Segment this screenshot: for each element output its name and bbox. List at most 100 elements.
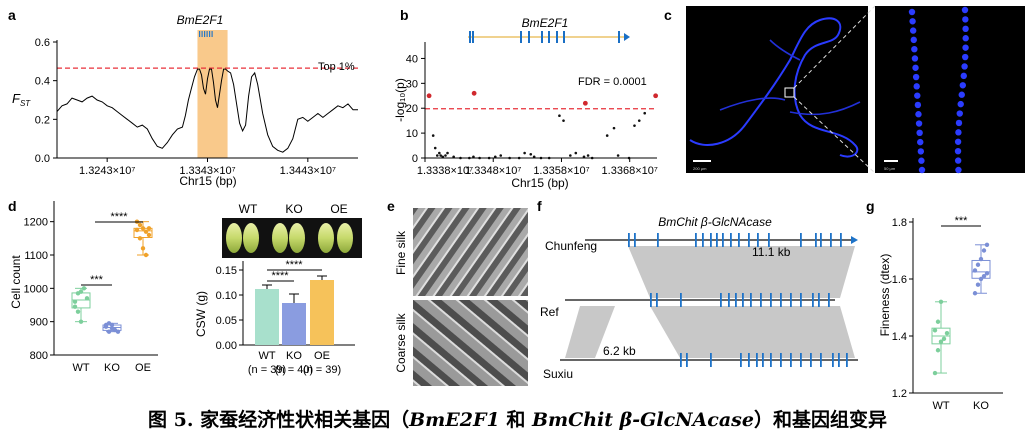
highlight-region [197, 30, 228, 158]
nucleus-dot [913, 83, 920, 90]
gene-exon [541, 31, 543, 43]
data-point [981, 273, 987, 279]
cocoon-label-ko: KO [285, 202, 302, 216]
panel-letter-a: a [8, 7, 16, 23]
cocoon [337, 223, 353, 253]
cocoon [272, 223, 288, 253]
x-tick-label: KO [286, 350, 302, 362]
nucleus-dot [915, 111, 922, 118]
data-point [938, 299, 944, 304]
figure-caption: 图 5. 家蚕经济性状相关基因（BmE2F1 和 BmChit β-GlcNAc… [0, 405, 1035, 432]
exon-mark [800, 353, 802, 367]
data-point [140, 226, 146, 231]
y-tick-label: 1.8 [892, 217, 907, 229]
synteny-block-bottom-left [565, 306, 615, 358]
exon-mark [680, 293, 682, 307]
scale-text-2: 50 μm [884, 166, 896, 171]
data-point [72, 299, 78, 304]
gene-exon-mark [206, 31, 208, 37]
n-label: (n = 39) [248, 364, 286, 376]
x-tick-label: WT [932, 400, 949, 412]
data-point [972, 268, 978, 273]
nucleus-dot [962, 25, 969, 33]
label-coarse-silk: Coarse silk [394, 312, 408, 372]
point-nonsig [529, 152, 533, 156]
sem-image-coarse [413, 300, 528, 386]
y-tick-label: 1.4 [892, 331, 907, 343]
point-nonsig [444, 154, 447, 157]
exon-mark [790, 293, 792, 307]
exon-mark [812, 293, 814, 307]
cocoon-label-oe: OE [330, 202, 347, 216]
x-tick-label: KO [973, 400, 989, 412]
bar-WT [255, 289, 279, 345]
x-tick-label: 1.3443×10⁷ [280, 165, 336, 177]
panel-b: b BmE2F1 FDR = 0.0001 0 10 20 30 40 1.3338×10… [393, 7, 659, 190]
fineness-boxplot: 1.2 1.4 1.6 1.8 WT KO *** [892, 215, 1003, 412]
point-nonsig [582, 155, 586, 159]
point-nonsig [532, 155, 536, 159]
data-point [143, 229, 149, 234]
nucleus-dot [962, 35, 969, 42]
gene-label-a: BmE2F1 [177, 13, 224, 27]
nucleus-dot [916, 129, 923, 137]
csw-barplot: 0.00 0.05 0.10 0.15 WT (n = 39)KO (n = 40)OE (n… [216, 259, 355, 376]
exon-mark [800, 293, 802, 307]
scale-text-1: 200 μm [693, 166, 707, 171]
nucleus-dot [909, 27, 917, 34]
exon-mark [832, 353, 834, 367]
nucleus-dot [961, 63, 968, 70]
exon-mark [728, 293, 730, 307]
point-nonsig [446, 151, 449, 155]
data-point [935, 319, 941, 324]
panel-f: f BmChit β-GlcNAcase Chunfeng Ref Suxiu … [537, 198, 858, 381]
gene-exon-mark [199, 31, 201, 37]
point-nonsig [562, 119, 565, 122]
data-point [109, 322, 115, 328]
data-point [984, 271, 990, 276]
exon-mark [757, 233, 759, 247]
synteny-block-top [628, 246, 855, 298]
exon-mark [716, 233, 718, 247]
x-tick-label: OE [314, 350, 330, 362]
point-sig [471, 90, 477, 96]
point-nonsig [523, 151, 526, 155]
exon-mark [815, 233, 817, 247]
exon-mark [768, 233, 770, 247]
gene-exon-mark [211, 31, 213, 37]
panel-letter-f: f [537, 198, 542, 214]
exon-mark [657, 233, 659, 247]
exon-mark [680, 353, 682, 367]
caption-gene2: BmChit β-GlcNAcase [531, 409, 754, 431]
point-nonsig [452, 155, 455, 159]
data-point [932, 370, 938, 376]
exon-mark [722, 233, 724, 247]
nucleus-dot [908, 8, 916, 16]
exon-mark [780, 293, 782, 307]
data-point [975, 282, 981, 287]
point-nonsig [499, 154, 503, 157]
exon-mark [838, 353, 840, 367]
cocoon [318, 223, 334, 253]
point-nonsig [558, 114, 561, 117]
data-point [935, 348, 941, 353]
nucleus-dot [956, 110, 963, 117]
cocoons [226, 223, 353, 253]
exon-mark [748, 233, 750, 247]
exon-mark [770, 353, 772, 367]
point-nonsig [433, 146, 437, 150]
exon-mark [840, 233, 842, 247]
point-nonsig [439, 154, 442, 157]
n-label: (n = 40) [275, 364, 313, 376]
point-nonsig [472, 155, 475, 159]
ylabel-b: -log₁₀(p) [393, 78, 407, 122]
x-tick-label: 1.3348×10⁷ [465, 165, 521, 177]
panel-e: e Fine silk Coarse silk [387, 198, 528, 386]
data-point [981, 248, 987, 253]
cocoon [243, 223, 259, 253]
zoom-line-bottom [793, 96, 876, 174]
x-tick-label: 1.3368×10⁷ [602, 165, 658, 177]
nucleus-dot [914, 101, 922, 109]
x-tick-label: WT [72, 362, 89, 374]
exon-mark [828, 293, 830, 307]
